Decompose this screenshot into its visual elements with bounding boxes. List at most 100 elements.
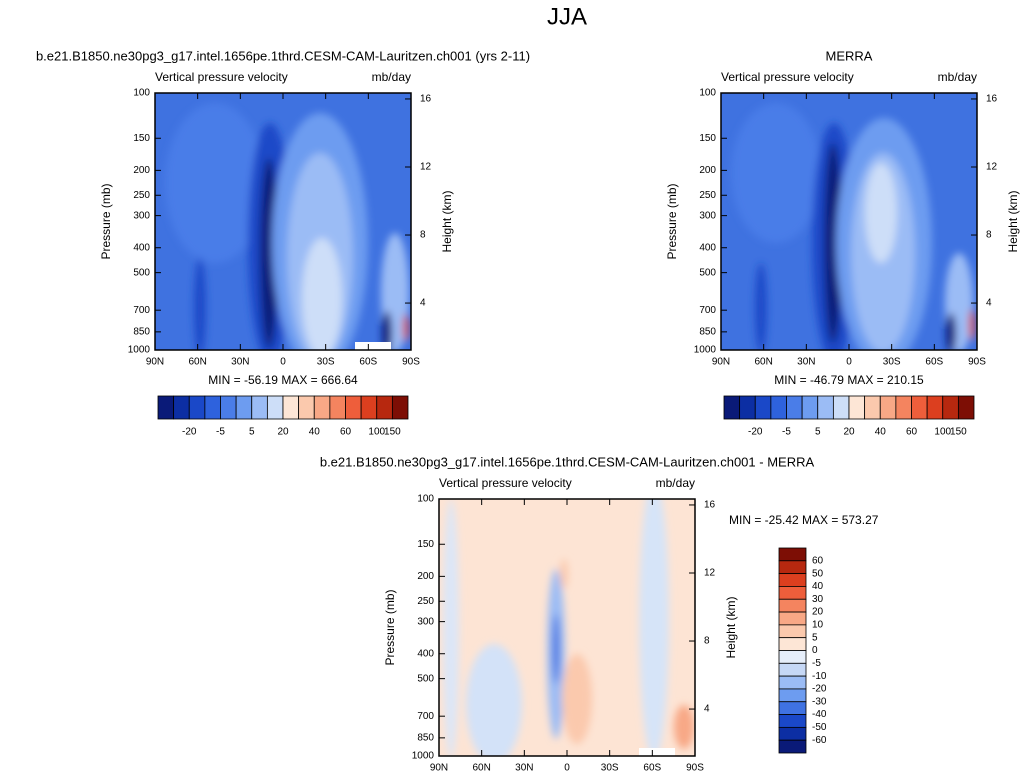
- colorbar-label: 10: [812, 620, 824, 631]
- left-label: Vertical pressure velocity: [155, 70, 288, 84]
- colorbar-label: 40: [875, 427, 887, 438]
- panel-title: b.e21.B1850.ne30pg3_g17.intel.1656pe.1th…: [320, 454, 815, 469]
- colorbar-box: [778, 662, 807, 677]
- x-tick-label: 60S: [643, 763, 661, 774]
- y-tick-label: 200: [699, 165, 716, 176]
- y2-tick-label: 4: [704, 704, 710, 715]
- colorbar-box: [778, 726, 807, 741]
- colorbar-label: 30: [812, 594, 824, 605]
- panel-title: MERRA: [826, 48, 873, 63]
- colorbar-box: [911, 395, 928, 420]
- y-tick-label: 200: [133, 165, 150, 176]
- colorbar-label: 5: [249, 427, 255, 438]
- x-tick-label: 60N: [472, 763, 490, 774]
- y-tick-label: 500: [417, 673, 434, 684]
- y2-tick-label: 16: [420, 94, 432, 105]
- colorbar-box: [778, 598, 807, 613]
- colorbar-box: [817, 395, 834, 420]
- contour-field: [155, 93, 411, 350]
- colorbar-box: [345, 395, 362, 420]
- colorbar-label: 40: [309, 427, 321, 438]
- y2-tick-label: 4: [420, 298, 426, 309]
- colorbar-box: [786, 395, 803, 420]
- colorbar-box: [801, 395, 819, 420]
- colorbar-box: [778, 547, 807, 562]
- colorbar-box: [376, 395, 393, 420]
- colorbar-box: [778, 573, 807, 587]
- x-tick-label: 30S: [601, 763, 619, 774]
- y2-tick-label: 12: [704, 568, 716, 579]
- colorbar-box: [895, 395, 912, 420]
- y-axis-label: Pressure (mb): [383, 589, 397, 665]
- colorbar-label: -20: [748, 427, 763, 438]
- y-tick-label: 250: [699, 190, 716, 201]
- x-tick-label: 90S: [686, 763, 704, 774]
- colorbar-box: [739, 395, 756, 420]
- colorbar-label: -30: [812, 696, 827, 707]
- panel-title: b.e21.B1850.ne30pg3_g17.intel.1656pe.1th…: [36, 48, 530, 63]
- colorbar-box: [778, 714, 807, 728]
- y-tick-label: 150: [133, 133, 150, 144]
- contour-field: [721, 93, 977, 350]
- x-tick-label: 30S: [883, 357, 901, 368]
- y-tick-label: 400: [133, 242, 150, 253]
- y2-tick-label: 4: [986, 298, 992, 309]
- y2-tick-label: 12: [986, 162, 998, 173]
- colorbar-box: [360, 395, 378, 420]
- colorbar-label: 60: [812, 555, 824, 566]
- left-label: Vertical pressure velocity: [721, 70, 854, 84]
- right-label: mb/day: [938, 70, 977, 84]
- y-tick-label: 500: [699, 267, 716, 278]
- y2-axis-label: Height (km): [440, 190, 454, 252]
- colorbar-label: 20: [277, 427, 289, 438]
- y2-tick-label: 8: [704, 636, 710, 647]
- y-tick-label: 700: [417, 711, 434, 722]
- colorbar-box: [235, 395, 253, 420]
- colorbar-box: [926, 395, 944, 420]
- colorbar-box: [864, 395, 881, 420]
- y2-tick-label: 12: [420, 162, 432, 173]
- colorbar-label: -5: [812, 658, 821, 669]
- x-tick-label: 30N: [515, 763, 533, 774]
- x-tick-label: 0: [564, 763, 570, 774]
- y-tick-label: 300: [699, 210, 716, 221]
- y-tick-label: 150: [417, 539, 434, 550]
- colorbar-label: -5: [782, 427, 791, 438]
- colorbar-box: [778, 739, 807, 754]
- colorbar-label: 40: [812, 581, 824, 592]
- x-tick-label: 90N: [146, 357, 164, 368]
- y-tick-label: 850: [133, 327, 150, 338]
- y2-tick-label: 16: [704, 500, 716, 511]
- colorbar-box: [778, 586, 807, 600]
- colorbar-box: [778, 624, 807, 639]
- stats: MIN = -46.79 MAX = 210.15: [774, 373, 924, 387]
- colorbar-label: -20: [182, 427, 197, 438]
- x-tick-label: 90N: [712, 357, 730, 368]
- y-tick-label: 850: [417, 733, 434, 744]
- colorbar-label: 0: [812, 645, 818, 656]
- colorbar-box: [848, 395, 866, 420]
- stats: MIN = -56.19 MAX = 666.64: [208, 373, 358, 387]
- colorbar-box: [778, 650, 807, 664]
- y-tick-label: 300: [133, 210, 150, 221]
- x-tick-label: 60S: [925, 357, 943, 368]
- colorbar-box: [266, 395, 284, 420]
- y-tick-label: 400: [417, 648, 434, 659]
- colorbar-box: [778, 688, 807, 703]
- colorbar-box: [282, 395, 300, 420]
- y-tick-label: 850: [699, 327, 716, 338]
- x-tick-label: 30N: [231, 357, 249, 368]
- x-tick-label: 0: [846, 357, 852, 368]
- y-tick-label: 700: [133, 305, 150, 316]
- colorbar-label: 60: [906, 427, 918, 438]
- y-tick-label: 250: [417, 596, 434, 607]
- left-label: Vertical pressure velocity: [439, 476, 572, 490]
- y2-axis-label: Height (km): [724, 596, 738, 658]
- colorbar-label: 60: [340, 427, 352, 438]
- colorbar-label: -50: [812, 722, 827, 733]
- colorbar-box: [754, 395, 772, 420]
- y-axis-label: Pressure (mb): [99, 183, 113, 259]
- y-tick-label: 1000: [128, 345, 151, 356]
- colorbar-box: [220, 395, 237, 420]
